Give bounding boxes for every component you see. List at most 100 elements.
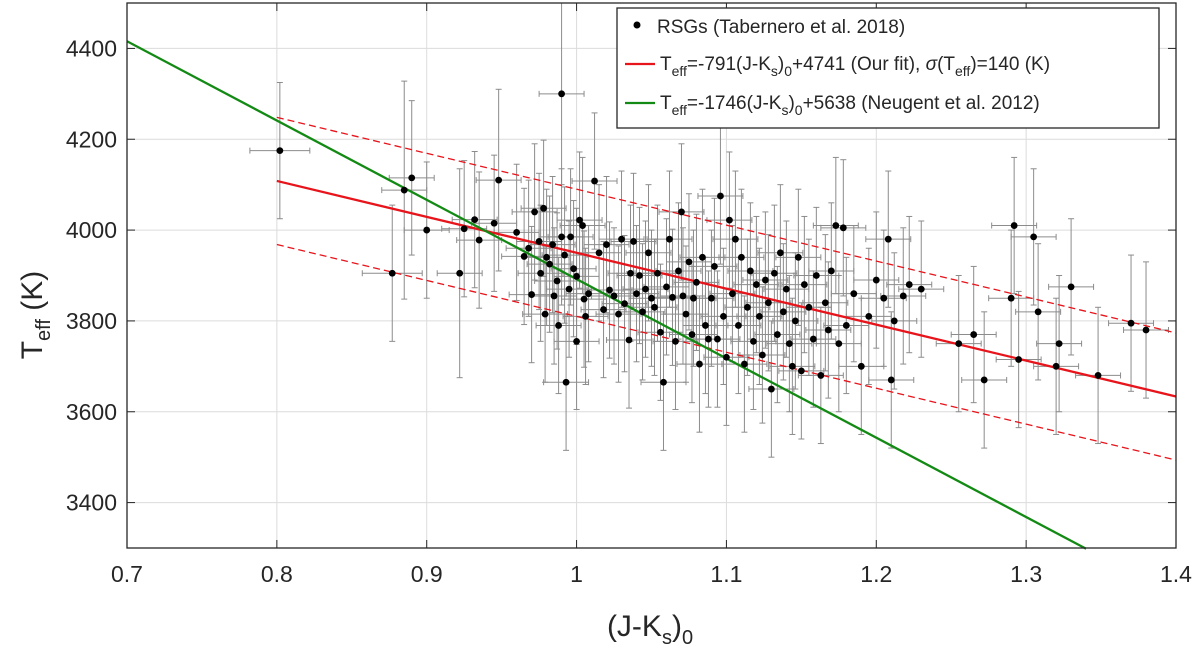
data-point-87 — [735, 322, 742, 329]
x-tick-label: 1.4 — [1160, 561, 1192, 587]
data-point-123 — [865, 312, 873, 320]
data-point-47 — [618, 235, 625, 243]
data-point-89 — [741, 360, 748, 368]
data-point-69 — [682, 310, 690, 318]
data-point-85 — [729, 290, 736, 298]
data-point-109 — [800, 281, 808, 288]
data-point-9 — [490, 219, 498, 227]
data-point-57 — [648, 294, 655, 302]
data-point-97 — [764, 299, 772, 307]
data-point-21 — [546, 260, 553, 268]
data-point-71 — [688, 331, 696, 338]
legend-rsg-label: RSGs (Tabernero et al. 2018) — [657, 17, 905, 38]
data-point-115 — [824, 326, 832, 334]
data-point-3 — [408, 174, 416, 182]
data-point-121 — [850, 290, 858, 298]
data-point-7 — [471, 216, 479, 224]
data-point-112 — [812, 272, 820, 279]
fit-lines — [126, 40, 1177, 550]
data-point-56 — [645, 249, 652, 257]
data-point-2 — [400, 186, 408, 194]
data-point-48 — [621, 300, 628, 308]
data-point-12 — [520, 253, 528, 260]
neugent-line — [126, 40, 1087, 550]
data-point-83 — [723, 353, 730, 361]
data-point-127 — [887, 376, 895, 384]
data-point-42 — [600, 306, 607, 313]
data-point-70 — [685, 258, 693, 266]
data-point-30 — [565, 285, 573, 293]
data-point-110 — [805, 303, 813, 311]
data-point-95 — [758, 351, 766, 359]
data-point-20 — [543, 253, 550, 261]
data-point-34 — [573, 273, 580, 280]
data-point-29 — [562, 378, 570, 386]
data-point-116 — [827, 267, 835, 275]
fit-line-lower-sigma — [276, 243, 1177, 461]
data-point-113 — [817, 372, 825, 379]
data-point-136 — [1010, 222, 1018, 229]
data-point-141 — [1055, 340, 1063, 348]
data-point-68 — [679, 292, 687, 300]
data-point-18 — [540, 204, 548, 212]
data-point-143 — [1094, 372, 1102, 379]
data-point-84 — [726, 216, 733, 224]
data-point-122 — [857, 362, 865, 370]
data-point-80 — [714, 335, 721, 343]
data-point-101 — [776, 249, 784, 257]
legend: RSGs (Tabernero et al. 2018) Teff=-791(J… — [616, 7, 1160, 129]
data-point-100 — [773, 331, 781, 338]
data-point-128 — [890, 317, 898, 325]
data-point-107 — [794, 253, 802, 261]
data-point-103 — [782, 285, 790, 293]
legend-fit-label: Teff=-791(J-Ks)0+4741 (Our fit), σ(Teff)… — [660, 54, 1050, 79]
data-point-1 — [388, 269, 396, 277]
data-point-142 — [1067, 283, 1075, 291]
data-point-14 — [528, 291, 536, 298]
x-tick-label: 1.2 — [860, 561, 892, 587]
data-point-66 — [675, 267, 682, 275]
data-points — [276, 90, 1150, 393]
data-point-16 — [535, 238, 543, 245]
data-point-46 — [615, 310, 622, 318]
x-tick-label: 0.7 — [111, 561, 143, 587]
data-point-73 — [693, 278, 700, 286]
data-point-6 — [460, 225, 468, 233]
data-point-119 — [839, 224, 847, 232]
data-point-26 — [558, 90, 565, 98]
data-point-91 — [747, 267, 754, 275]
data-point-106 — [791, 317, 799, 325]
data-point-52 — [633, 290, 640, 298]
data-point-82 — [720, 312, 727, 320]
x-tick-label: 0.8 — [261, 561, 293, 587]
data-point-81 — [717, 192, 724, 200]
legend-neugent-label: Teff=-1746(J-Ks)0+5638 (Neugent et al. 2… — [660, 93, 1040, 118]
data-point-41 — [595, 249, 603, 257]
data-point-67 — [678, 208, 685, 216]
y-tick-label: 3600 — [66, 399, 117, 425]
data-point-53 — [636, 272, 643, 279]
data-point-31 — [567, 233, 574, 241]
data-point-50 — [627, 269, 634, 277]
y-tick-label: 3800 — [66, 308, 117, 334]
data-point-4 — [423, 226, 431, 234]
data-point-120 — [842, 322, 850, 329]
data-point-37 — [580, 295, 588, 303]
legend-marker-rsg — [633, 21, 641, 29]
data-point-94 — [755, 312, 763, 320]
data-point-22 — [549, 241, 556, 249]
data-point-104 — [785, 340, 793, 348]
axes-box — [126, 2, 1177, 549]
data-point-35 — [576, 216, 583, 224]
y-tick-label: 4400 — [66, 35, 117, 61]
x-tick-label: 1.3 — [1010, 561, 1042, 587]
data-point-77 — [705, 335, 712, 343]
data-point-76 — [702, 322, 709, 329]
data-point-132 — [955, 340, 963, 348]
data-point-72 — [690, 294, 697, 302]
x-axis-label: (J-Ks)0 — [607, 610, 693, 646]
data-point-137 — [1015, 356, 1023, 363]
data-point-131 — [917, 285, 925, 293]
data-point-0 — [276, 147, 284, 155]
